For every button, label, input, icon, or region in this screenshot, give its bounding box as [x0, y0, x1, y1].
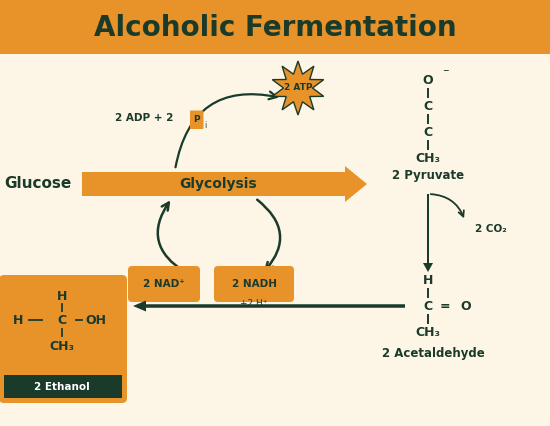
Text: i: i — [204, 121, 206, 130]
Text: C: C — [424, 126, 432, 138]
FancyArrowPatch shape — [175, 92, 277, 167]
FancyBboxPatch shape — [190, 110, 203, 129]
Text: H: H — [13, 314, 23, 326]
Text: P: P — [193, 115, 200, 124]
Text: O: O — [461, 299, 471, 313]
Text: 2 ADP + 2: 2 ADP + 2 — [115, 113, 177, 123]
FancyArrow shape — [82, 166, 367, 202]
FancyBboxPatch shape — [0, 275, 127, 403]
Text: =: = — [439, 299, 450, 313]
Text: 2 Ethanol: 2 Ethanol — [34, 382, 90, 391]
Text: C: C — [424, 100, 432, 112]
Text: C: C — [424, 299, 432, 313]
Text: 2 Acetaldehyde: 2 Acetaldehyde — [382, 348, 485, 360]
Text: +2 H⁺: +2 H⁺ — [240, 299, 268, 308]
Text: Alcoholic Fermentation: Alcoholic Fermentation — [94, 14, 456, 41]
Text: 2 ATP: 2 ATP — [284, 83, 312, 92]
FancyBboxPatch shape — [128, 266, 200, 302]
FancyArrow shape — [133, 300, 405, 311]
FancyArrow shape — [423, 194, 433, 272]
FancyBboxPatch shape — [0, 0, 550, 54]
Text: 2 NAD⁺: 2 NAD⁺ — [143, 279, 185, 289]
Text: C: C — [57, 314, 67, 326]
Polygon shape — [272, 61, 324, 115]
Text: CH₃: CH₃ — [415, 152, 441, 164]
FancyBboxPatch shape — [4, 374, 122, 398]
Text: Glycolysis: Glycolysis — [179, 177, 257, 191]
FancyArrowPatch shape — [257, 200, 280, 270]
FancyArrowPatch shape — [158, 203, 185, 273]
Text: CH₃: CH₃ — [50, 340, 74, 352]
Text: O: O — [423, 75, 433, 87]
Text: CH₃: CH₃ — [415, 325, 441, 339]
Text: H: H — [57, 290, 67, 302]
Text: 2 Pyruvate: 2 Pyruvate — [392, 170, 464, 182]
FancyBboxPatch shape — [214, 266, 294, 302]
Text: ⁻: ⁻ — [442, 67, 448, 81]
FancyArrowPatch shape — [431, 194, 464, 216]
Text: OH: OH — [85, 314, 107, 326]
Text: Glucose: Glucose — [4, 176, 72, 192]
Text: 2 NADH: 2 NADH — [232, 279, 277, 289]
Text: H: H — [423, 274, 433, 288]
Text: 2 CO₂: 2 CO₂ — [475, 224, 507, 234]
